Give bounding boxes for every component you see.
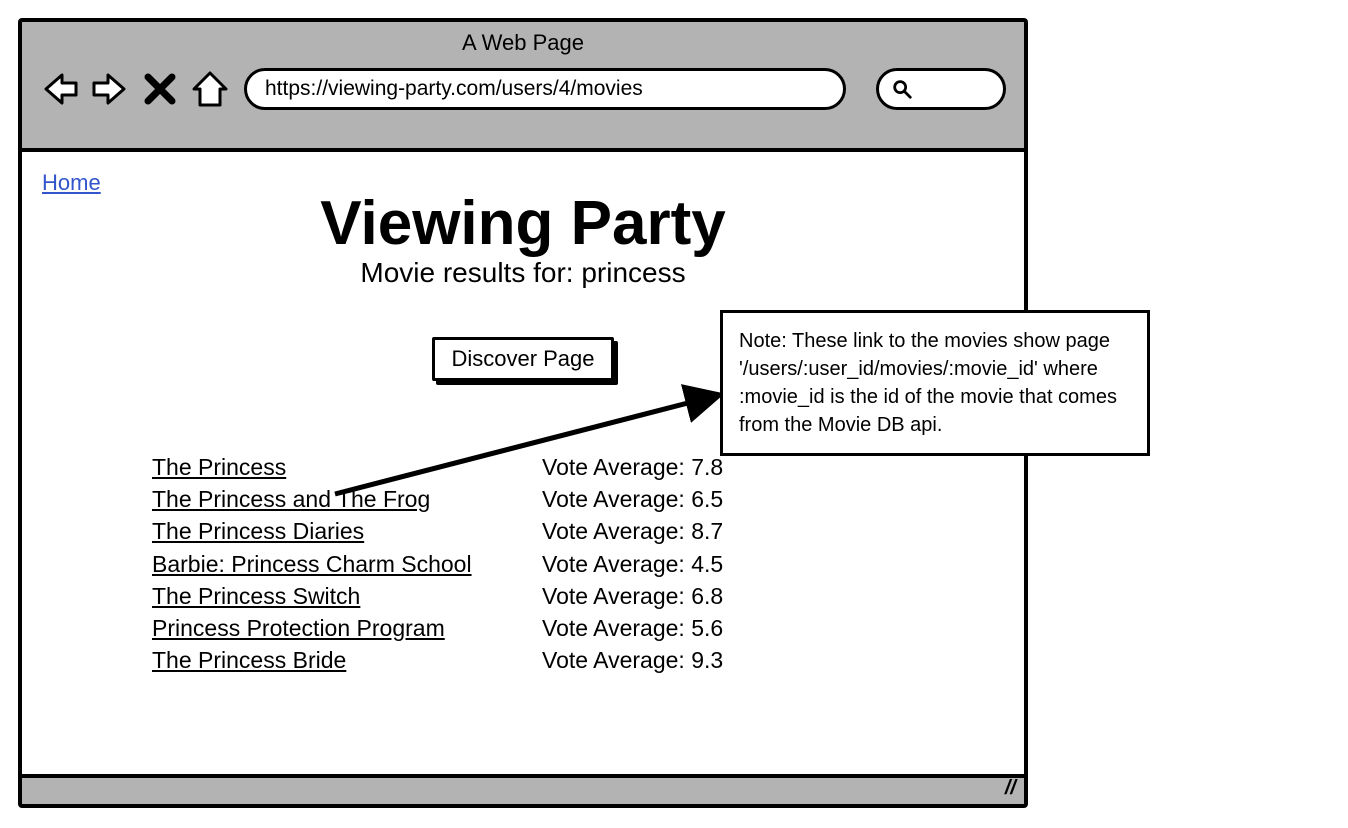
browser-chrome: A Web Page https://viewing-party.com/use…	[22, 22, 1024, 152]
page-title: Viewing Party	[42, 188, 1004, 259]
page-content: Home Viewing Party Movie results for: pr…	[22, 152, 1024, 774]
home-icon[interactable]	[190, 69, 230, 109]
url-text: https://viewing-party.com/users/4/movies	[265, 77, 643, 101]
movie-title-link[interactable]: The Princess	[152, 451, 542, 483]
result-row: The Princess and The Frog Vote Average: …	[152, 483, 1004, 515]
browser-title: A Web Page	[22, 22, 1024, 56]
home-link[interactable]: Home	[42, 170, 101, 195]
resize-grip-icon[interactable]: //	[1005, 777, 1016, 800]
result-row: The Princess Diaries Vote Average: 8.7	[152, 515, 1004, 547]
vote-label: Vote Average:	[542, 483, 691, 515]
results-list: The Princess Vote Average: 7.8 The Princ…	[42, 451, 1004, 676]
vote-value: 9.3	[691, 644, 723, 676]
status-bar: //	[22, 774, 1024, 804]
vote-label: Vote Average:	[542, 580, 691, 612]
movie-title-link[interactable]: The Princess Diaries	[152, 515, 542, 547]
movie-title-link[interactable]: The Princess and The Frog	[152, 483, 542, 515]
discover-page-button[interactable]: Discover Page	[432, 337, 613, 381]
result-row: Barbie: Princess Charm School Vote Avera…	[152, 548, 1004, 580]
vote-label: Vote Average:	[542, 515, 691, 547]
vote-value: 8.7	[691, 515, 723, 547]
result-row: The Princess Switch Vote Average: 6.8	[152, 580, 1004, 612]
result-row: Princess Protection Program Vote Average…	[152, 612, 1004, 644]
vote-value: 6.5	[691, 483, 723, 515]
movie-title-link[interactable]: Princess Protection Program	[152, 612, 542, 644]
search-pill[interactable]	[876, 68, 1006, 110]
page-subtitle: Movie results for: princess	[42, 257, 1004, 289]
forward-arrow-icon[interactable]	[90, 69, 130, 109]
movie-title-link[interactable]: Barbie: Princess Charm School	[152, 548, 542, 580]
vote-label: Vote Average:	[542, 612, 691, 644]
vote-value: 5.6	[691, 612, 723, 644]
search-icon	[891, 78, 913, 100]
vote-label: Vote Average:	[542, 451, 691, 483]
vote-value: 6.8	[691, 580, 723, 612]
movie-title-link[interactable]: The Princess Bride	[152, 644, 542, 676]
vote-label: Vote Average:	[542, 548, 691, 580]
back-arrow-icon[interactable]	[40, 69, 80, 109]
vote-value: 4.5	[691, 548, 723, 580]
annotation-note: Note: These link to the movies show page…	[720, 310, 1150, 456]
vote-label: Vote Average:	[542, 644, 691, 676]
nav-controls: https://viewing-party.com/users/4/movies	[22, 56, 1024, 124]
annotation-text: Note: These link to the movies show page…	[739, 330, 1117, 436]
result-row: The Princess Bride Vote Average: 9.3	[152, 644, 1004, 676]
vote-value: 7.8	[691, 451, 723, 483]
movie-title-link[interactable]: The Princess Switch	[152, 580, 542, 612]
stop-icon[interactable]	[140, 69, 180, 109]
url-bar[interactable]: https://viewing-party.com/users/4/movies	[244, 68, 846, 110]
